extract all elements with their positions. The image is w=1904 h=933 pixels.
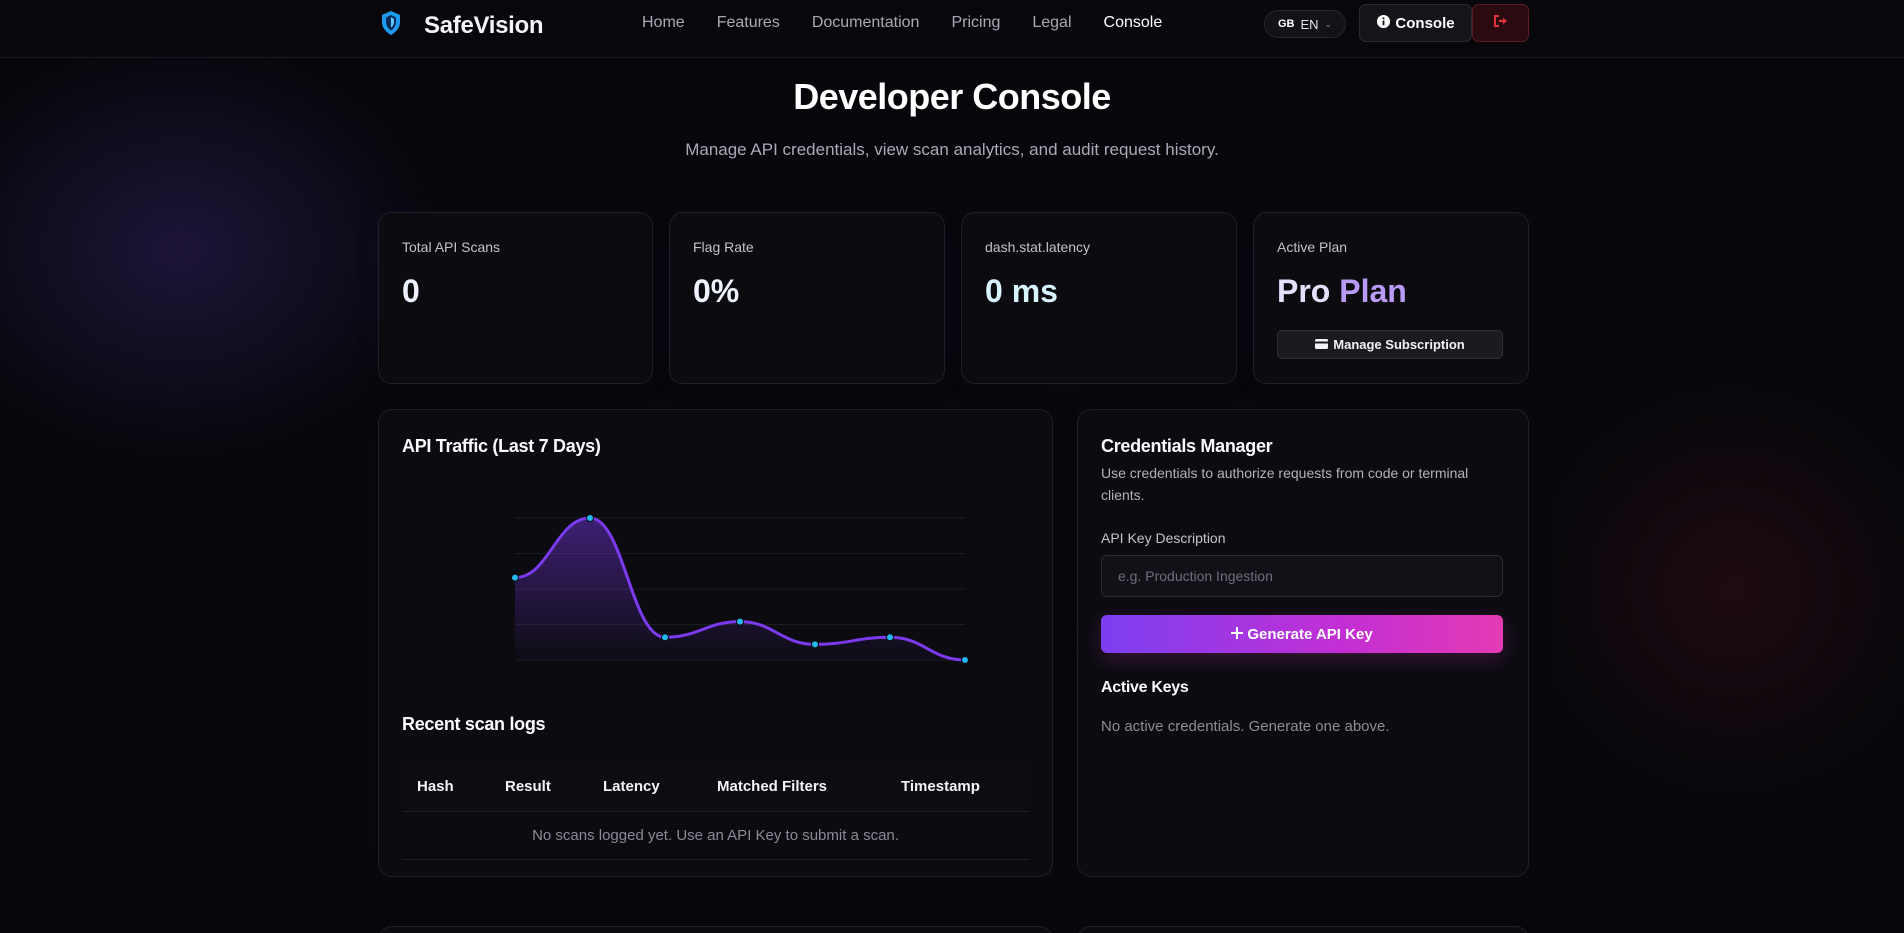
credentials-description: Use credentials to authorize requests fr… (1101, 465, 1469, 503)
stat-card-total-scans: Total API Scans 0 (378, 212, 653, 384)
credit-card-icon (1315, 337, 1329, 352)
chart-data-point (586, 514, 594, 522)
generate-api-key-label: Generate API Key (1247, 625, 1373, 643)
column-matched-filters: Matched Filters (702, 763, 886, 812)
language-selector[interactable]: GB EN ⌄ (1264, 10, 1346, 38)
scan-logs-table: Hash Result Latency Matched Filters Time… (402, 763, 1029, 860)
language-code: EN (1300, 16, 1319, 32)
table-row: No scans logged yet. Use an API Key to s… (402, 811, 1029, 860)
credentials-card: Credentials Manager Use credentials to a… (1077, 409, 1529, 877)
plus-icon (1231, 626, 1244, 643)
brand-name: SafeVision (424, 11, 544, 39)
generate-api-key-button[interactable]: Generate API Key (1101, 615, 1503, 653)
chevron-down-icon: ⌄ (1324, 18, 1333, 29)
plan-name-pro: Pro (1277, 273, 1331, 309)
stat-value: 0 (402, 273, 420, 309)
table-header-row: Hash Result Latency Matched Filters Time… (402, 763, 1029, 812)
plan-name: Pro Plan (1277, 273, 1407, 310)
nav-link-legal[interactable]: Legal (1032, 14, 1072, 31)
manage-subscription-button[interactable]: Manage Subscription (1277, 330, 1503, 359)
column-latency: Latency (588, 763, 702, 812)
traffic-chart (511, 514, 969, 664)
chart-data-point (886, 633, 894, 642)
stat-card-flag-rate: Flag Rate 0% (669, 212, 945, 384)
bottom-card-left (378, 926, 1053, 933)
logout-icon (1493, 14, 1509, 33)
column-hash: Hash (402, 763, 490, 812)
chart-data-point (736, 617, 744, 626)
scan-logs-title: Recent scan logs (402, 714, 546, 734)
chart-area-fill (515, 518, 965, 660)
stat-card-latency: dash.stat.latency 0 ms (961, 212, 1237, 384)
column-timestamp: Timestamp (886, 763, 1029, 812)
no-active-keys-message: No active credentials. Generate one abov… (1101, 718, 1390, 735)
bottom-card-right (1077, 926, 1529, 933)
main-nav: Home Features Documentation Pricing Lega… (642, 14, 1162, 32)
stat-label: dash.stat.latency (985, 239, 1091, 255)
console-button-label: Console (1395, 14, 1455, 32)
api-key-description-label: API Key Description (1101, 530, 1226, 546)
nav-link-console[interactable]: Console (1103, 14, 1163, 31)
active-keys-title: Active Keys (1101, 679, 1189, 696)
page-subtitle: Manage API credentials, view scan analyt… (685, 140, 1219, 159)
chart-data-point (811, 640, 819, 649)
credentials-title: Credentials Manager (1101, 436, 1273, 456)
nav-link-features[interactable]: Features (716, 14, 780, 31)
plan-name-suffix: Plan (1339, 273, 1407, 309)
brand-logo[interactable]: SafeVision (380, 10, 544, 41)
shield-icon (380, 10, 402, 41)
page-title: Developer Console (793, 76, 1111, 117)
logout-button[interactable] (1472, 4, 1529, 42)
traffic-card: API Traffic (Last 7 Days) Recent scan lo… (378, 409, 1053, 877)
column-result: Result (490, 763, 588, 812)
chart-data-point (511, 573, 519, 582)
chart-data-point (661, 633, 669, 642)
chart-data-point (961, 656, 969, 664)
stat-card-active-plan: Active Plan Pro Plan Manage Subscription (1253, 212, 1529, 384)
console-button[interactable]: Console (1359, 4, 1472, 42)
stat-label: Total API Scans (402, 239, 501, 255)
empty-logs-message: No scans logged yet. Use an API Key to s… (402, 811, 1029, 860)
nav-link-documentation[interactable]: Documentation (811, 14, 920, 31)
traffic-chart-title: API Traffic (Last 7 Days) (402, 436, 601, 456)
stat-label: Flag Rate (693, 239, 754, 255)
nav-link-pricing[interactable]: Pricing (951, 14, 1001, 31)
stat-value: 0 ms (985, 273, 1058, 309)
manage-subscription-label: Manage Subscription (1333, 337, 1465, 352)
top-navbar: SafeVision Home Features Documentation P… (0, 0, 1904, 58)
info-circle-icon (1376, 14, 1391, 33)
flag-icon: GB (1277, 18, 1295, 30)
api-key-description-input[interactable] (1101, 555, 1503, 597)
nav-link-home[interactable]: Home (642, 14, 685, 31)
stat-label: Active Plan (1277, 239, 1348, 255)
stat-value: 0% (693, 273, 740, 309)
